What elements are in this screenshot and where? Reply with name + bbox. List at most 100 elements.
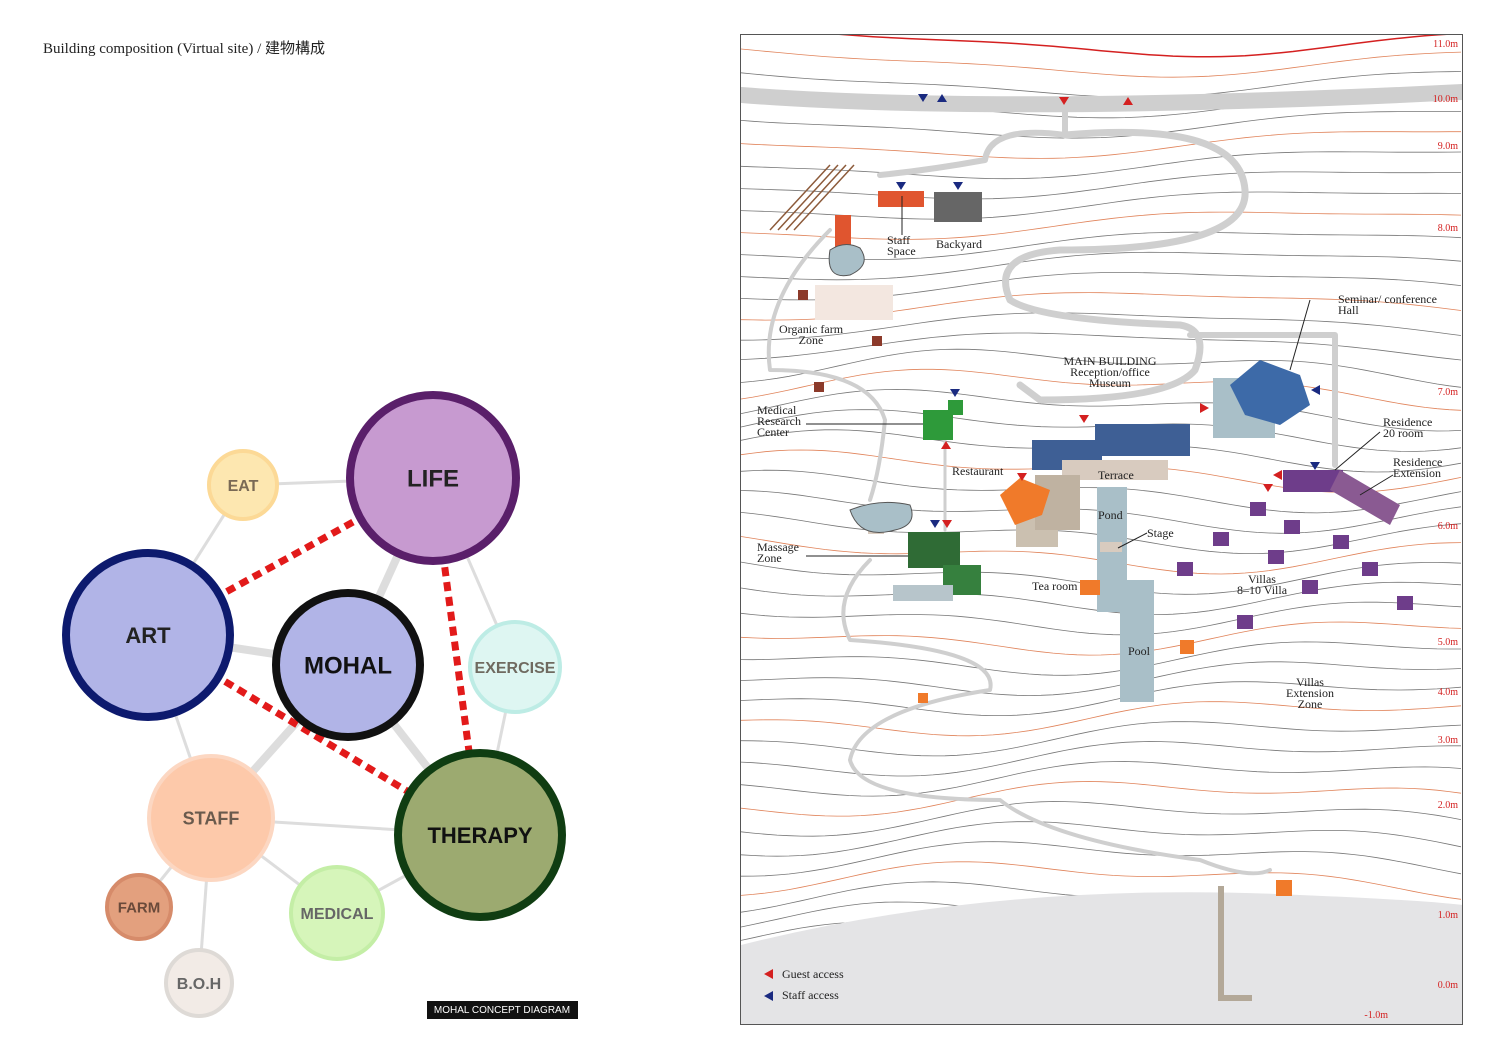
building [1213,532,1229,546]
elevation-label: 10.0m [1433,94,1459,105]
road [841,558,1272,876]
building [1362,562,1378,576]
road [1187,332,1338,468]
leader [1359,474,1394,496]
access-marker [937,94,947,102]
elevation-label: 3.0m [1438,735,1459,746]
site-label: MAIN BUILDING Reception/office Museum [1063,354,1157,390]
building [893,585,953,601]
access-marker [1310,462,1320,470]
node-circle [62,549,234,721]
site-label: Medical Research Center [757,403,801,439]
building [1180,640,1194,654]
contour [741,781,1462,817]
access-marker [942,520,952,528]
node-label: THERAPY [427,823,532,848]
restaurant [1000,478,1050,525]
road [1002,128,1249,404]
building [948,400,963,415]
caption-box [427,1001,578,1019]
elevation-label: 5.0m [1438,637,1459,648]
node-circle [164,948,234,1018]
access-marker [1263,484,1273,492]
sea [741,892,1462,1024]
site-label: Pond [1098,508,1123,522]
road [877,107,1068,178]
site-label: Restaurant [952,464,1004,478]
access-marker [918,94,928,102]
node-label: STAFF [183,808,240,828]
site-label: Terrace [1098,468,1134,482]
access-marker [1079,415,1089,423]
access-marker [764,991,773,1001]
node-label: EXERCISE [475,660,556,677]
road [766,228,887,502]
access-marker [1123,97,1133,105]
contour [741,171,1462,200]
site-label: Backyard [936,237,982,251]
building [1268,550,1284,564]
contour [741,661,1462,696]
building [1220,995,1252,1001]
pond [828,244,865,277]
building [908,532,960,568]
access-marker [953,182,963,190]
contour [741,211,1462,240]
building [1283,470,1343,492]
access-marker [1311,385,1320,395]
building [1276,880,1292,896]
access-marker [1059,97,1069,105]
site-label: Residence 20 room [1383,415,1433,440]
elevation-label: 8.0m [1438,223,1459,234]
site-frame [740,34,1463,1025]
building [1397,596,1413,610]
node-label: FARM [118,899,161,916]
site-label: Residence Extension [1393,455,1443,480]
node-circle [207,449,279,521]
site-label: Pool [1128,644,1151,658]
building [1100,542,1122,552]
site-label: Villas Extension Zone [1286,675,1334,711]
site-plan [741,35,1462,1024]
contour [741,821,1462,857]
access-marker [1017,473,1027,481]
access-marker [941,441,951,449]
access-marker [1273,470,1282,480]
elevation-label: 4.0m [1438,687,1459,698]
trellis [793,164,855,231]
building [1080,580,1100,595]
contour [741,681,1462,716]
contour [741,841,1462,877]
access-marker [1200,403,1209,413]
node-circle [272,589,424,741]
leader [1117,532,1148,549]
building [1218,886,1224,1001]
legend-label: Guest access [782,967,844,981]
contour [741,312,1462,341]
building [1062,460,1168,480]
legend-label: Staff access [782,988,839,1002]
building [934,192,982,222]
page-title: Building composition (Virtual site) / 建物… [43,41,325,57]
node-circle [346,391,520,565]
node-circle [147,754,275,882]
node-circle [105,873,173,941]
elevation-label: 1.0m [1438,910,1459,921]
contour [741,761,1462,797]
building [1120,580,1154,702]
contour [741,191,1462,220]
node-circle [468,620,562,714]
elevation-label: 6.0m [1438,521,1459,532]
contour [741,701,1462,737]
contour [741,251,1462,281]
site-label: Stage [1147,526,1174,540]
trellis [769,164,831,231]
site-label: Massage Zone [757,540,799,565]
contour [741,641,1461,676]
node-label: MEDICAL [301,906,374,923]
elevation-label: -1.0m [1364,1010,1388,1021]
elevation-label: 7.0m [1438,387,1459,398]
site-label: Seminar/ conference Hall [1338,292,1437,317]
site-label: Tea room [1032,579,1078,593]
